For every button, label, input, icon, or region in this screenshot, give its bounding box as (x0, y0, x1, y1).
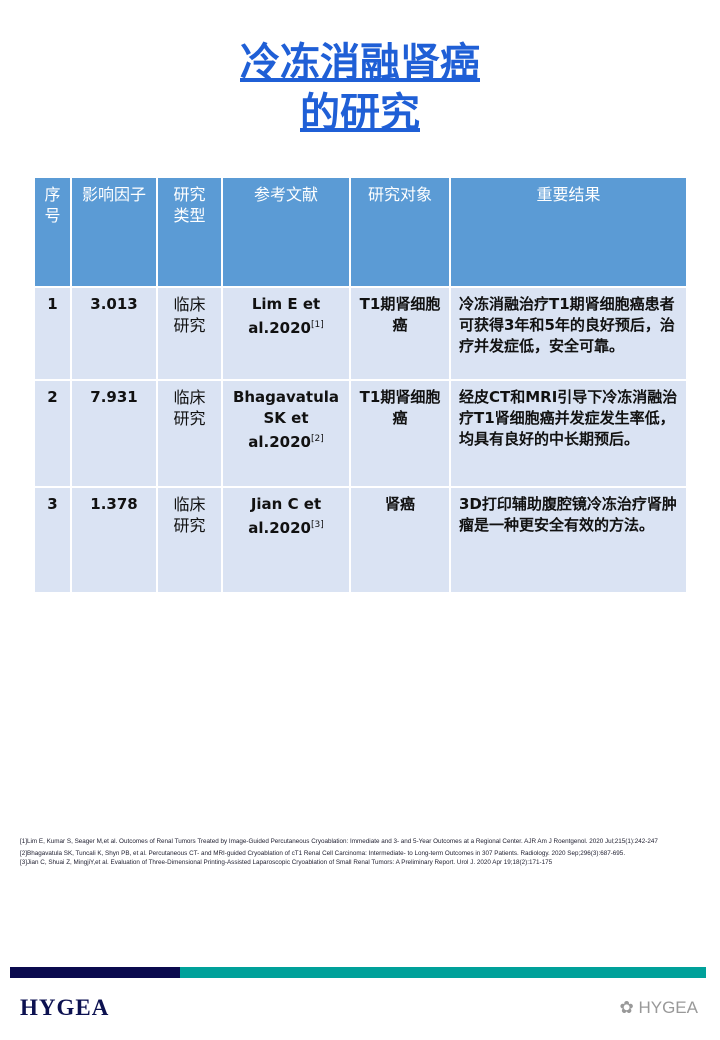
hygea-logo: HYGEA (20, 995, 110, 1020)
ref-sup: [3] (310, 520, 324, 530)
watermark: ✿ HYGEA (620, 998, 699, 1018)
cell-impact-factor: 1.378 (70, 486, 158, 594)
table-header-row: 序号 影响因子 研究类型 参考文献 研究对象 重要结果 (33, 176, 688, 288)
header-study-type: 研究类型 (156, 176, 223, 288)
cell-reference: Bhagavatula SK et al.2020[2] (221, 379, 351, 488)
footer-bar-teal (180, 967, 706, 978)
ref-text: Bhagavatula SK et al.2020 (232, 388, 340, 451)
header-result: 重要结果 (449, 176, 688, 288)
cell-type: 临床研究 (156, 379, 223, 488)
references: [1]Lim E, Kumar S, Seager M,et al. Outco… (20, 837, 720, 867)
ref-sup: [1] (310, 320, 324, 330)
cell-impact-factor: 3.013 (70, 286, 158, 381)
watermark-text: HYGEA (638, 998, 698, 1017)
header-impact-factor: 影响因子 (70, 176, 158, 288)
cell-no: 1 (33, 286, 72, 381)
cell-subject: 肾癌 (349, 486, 451, 594)
table-row: 3 1.378 临床研究 Jian C et al.2020[3] 肾癌 3D打… (33, 486, 688, 594)
cell-subject: T1期肾细胞癌 (349, 379, 451, 488)
table-row: 2 7.931 临床研究 Bhagavatula SK et al.2020[2… (33, 379, 688, 488)
header-subject: 研究对象 (349, 176, 451, 288)
reference-3: [3]Jian C, Shuai Z, MingjiY,et al. Evalu… (20, 859, 553, 866)
reference-2: [2]Bhagavatula SK, Tuncali K, Shyn PB, e… (20, 850, 626, 857)
studies-table: 序号 影响因子 研究类型 参考文献 研究对象 重要结果 1 3.013 临床研究… (33, 176, 688, 594)
title-line-1: 冷冻消融肾癌 (240, 40, 480, 86)
cell-result: 经皮CT和MRI引导下冷冻消融治疗T1肾细胞癌并发症发生率低，均具有良好的中长期… (449, 379, 688, 488)
title-line-2: 的研究 (300, 90, 420, 136)
cell-result: 冷冻消融治疗T1期肾细胞癌患者可获得3年和5年的良好预后，治疗并发症低，安全可靠… (449, 286, 688, 381)
ref-sup: [2] (310, 434, 324, 444)
ref-text: Lim E et al.2020 (248, 295, 321, 337)
cell-no: 2 (33, 379, 72, 488)
cell-result: 3D打印辅助腹腔镜冷冻治疗肾肿瘤是一种更安全有效的方法。 (449, 486, 688, 594)
cell-impact-factor: 7.931 (70, 379, 158, 488)
cell-reference: Jian C et al.2020[3] (221, 486, 351, 594)
table-row: 1 3.013 临床研究 Lim E et al.2020[1] T1期肾细胞癌… (33, 286, 688, 381)
cell-type: 临床研究 (156, 286, 223, 381)
header-reference: 参考文献 (221, 176, 351, 288)
wechat-icon: ✿ (619, 998, 639, 1017)
cell-reference: Lim E et al.2020[1] (221, 286, 351, 381)
reference-1: [1]Lim E, Kumar S, Seager M,et al. Outco… (20, 838, 658, 845)
footer-bar-navy (10, 967, 180, 978)
ref-text: Jian C et al.2020 (248, 495, 322, 537)
cell-no: 3 (33, 486, 72, 594)
cell-subject: T1期肾细胞癌 (349, 286, 451, 381)
header-no: 序号 (33, 176, 72, 288)
cell-type: 临床研究 (156, 486, 223, 594)
